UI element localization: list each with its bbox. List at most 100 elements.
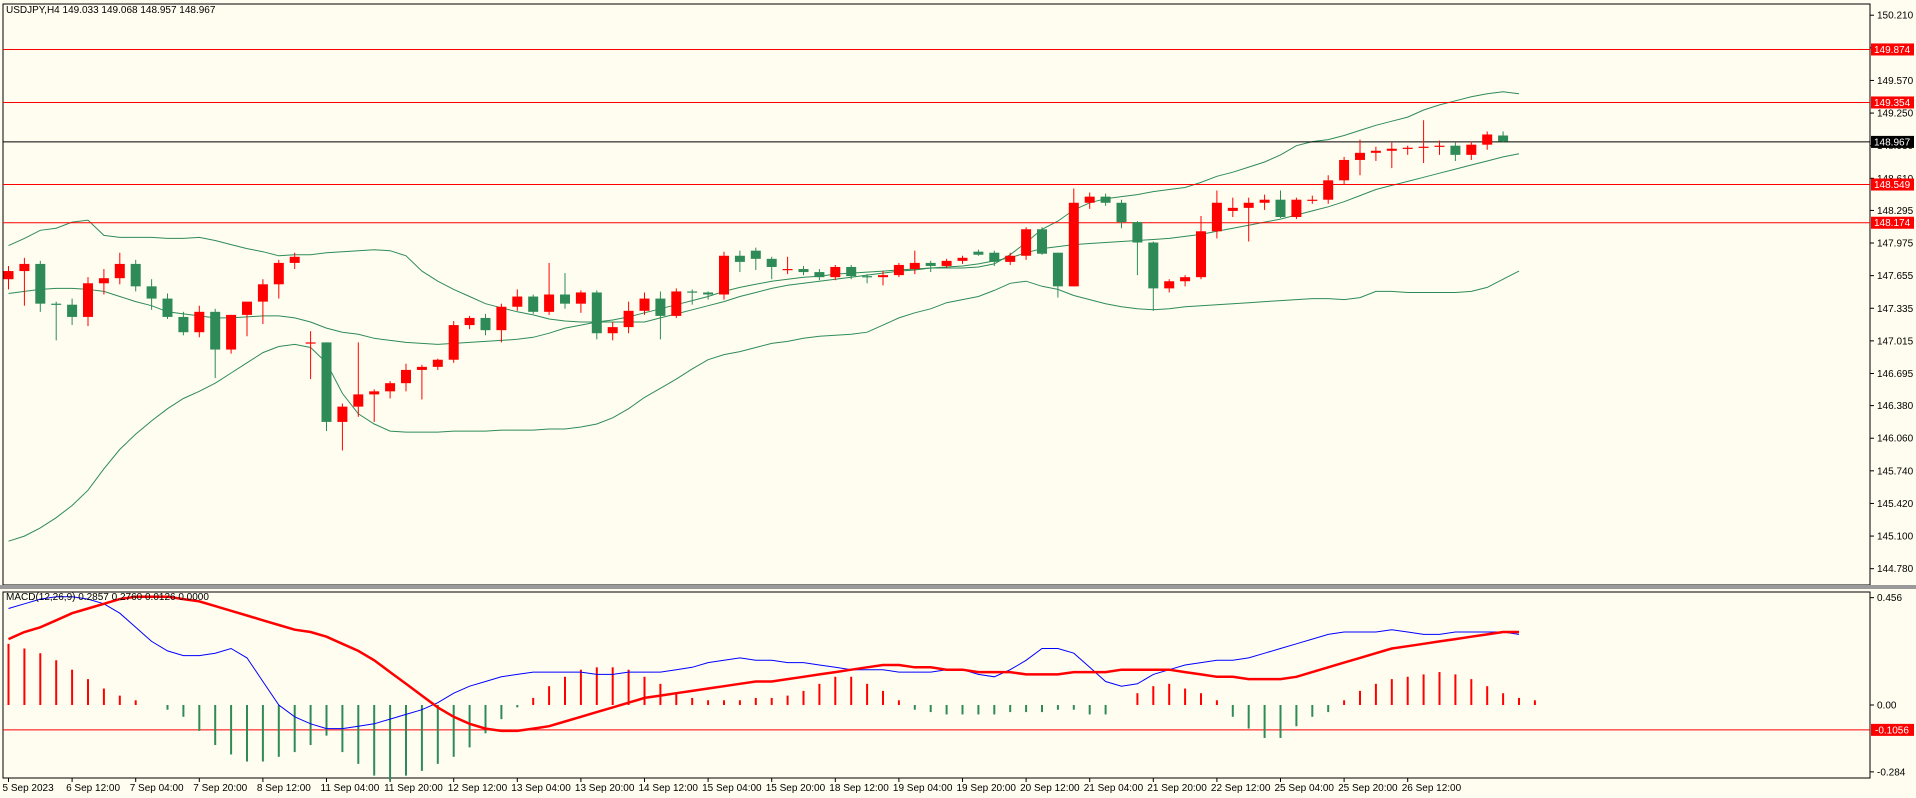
candle[interactable] xyxy=(401,369,411,384)
candle[interactable] xyxy=(194,311,205,333)
candle[interactable] xyxy=(607,327,618,334)
candle[interactable] xyxy=(178,316,189,333)
candle[interactable] xyxy=(1259,199,1270,203)
candle[interactable] xyxy=(1005,255,1016,262)
candle[interactable] xyxy=(575,292,586,304)
candle[interactable] xyxy=(1482,134,1493,145)
candle[interactable] xyxy=(1021,229,1032,256)
candle[interactable] xyxy=(1498,135,1509,142)
candle[interactable] xyxy=(512,296,523,307)
candle[interactable] xyxy=(1402,147,1413,149)
candle[interactable] xyxy=(639,298,650,311)
candle[interactable] xyxy=(273,262,284,285)
candle[interactable] xyxy=(83,283,93,317)
candle[interactable] xyxy=(305,342,316,344)
candle[interactable] xyxy=(798,269,809,273)
candle[interactable] xyxy=(719,255,729,295)
candle[interactable] xyxy=(257,284,268,302)
macd-title: MACD(12,26,9) 0.2857 0.2760 0.0126 0.000… xyxy=(6,592,209,603)
candle[interactable] xyxy=(67,304,78,317)
candle[interactable] xyxy=(1052,252,1063,287)
candle[interactable] xyxy=(1339,159,1350,181)
candle[interactable] xyxy=(1323,180,1334,200)
candle[interactable] xyxy=(1434,145,1445,147)
candle[interactable] xyxy=(1275,199,1286,218)
candle[interactable] xyxy=(51,303,62,305)
candle[interactable] xyxy=(1180,277,1191,282)
candle[interactable] xyxy=(98,278,109,284)
candle[interactable] xyxy=(1355,152,1365,160)
candle[interactable] xyxy=(1243,202,1254,208)
candle[interactable] xyxy=(560,294,570,304)
candle[interactable] xyxy=(973,251,984,255)
candle[interactable] xyxy=(893,264,904,276)
candle[interactable] xyxy=(544,294,555,312)
candle[interactable] xyxy=(162,298,173,317)
candle[interactable] xyxy=(385,383,396,392)
candle[interactable] xyxy=(1100,196,1111,203)
candle[interactable] xyxy=(734,255,745,262)
candle[interactable] xyxy=(830,266,841,278)
candle[interactable] xyxy=(957,257,968,261)
candle[interactable] xyxy=(1037,229,1047,254)
candle[interactable] xyxy=(623,310,634,328)
candle[interactable] xyxy=(1148,242,1159,289)
candle[interactable] xyxy=(1116,202,1127,223)
candle[interactable] xyxy=(846,266,857,277)
candle[interactable] xyxy=(750,250,761,259)
candle[interactable] xyxy=(814,272,825,278)
candle[interactable] xyxy=(782,269,793,271)
candle[interactable] xyxy=(766,258,777,267)
candle[interactable] xyxy=(464,317,475,326)
candle[interactable] xyxy=(1386,148,1397,151)
candle[interactable] xyxy=(3,271,14,280)
candle[interactable] xyxy=(862,276,873,278)
candle[interactable] xyxy=(337,406,348,422)
candle[interactable] xyxy=(480,317,491,331)
candle[interactable] xyxy=(321,342,332,422)
candle[interactable] xyxy=(941,260,952,266)
candle[interactable] xyxy=(1291,199,1302,218)
candle[interactable] xyxy=(114,263,125,279)
candle[interactable] xyxy=(242,301,252,315)
candle[interactable] xyxy=(130,263,141,287)
candle[interactable] xyxy=(655,298,666,316)
candle[interactable] xyxy=(432,359,443,367)
candle[interactable] xyxy=(1196,231,1206,278)
candle[interactable] xyxy=(909,262,920,270)
candle[interactable] xyxy=(1084,196,1095,203)
candle[interactable] xyxy=(289,256,300,263)
candle[interactable] xyxy=(226,314,237,350)
candle[interactable] xyxy=(591,292,602,334)
candle[interactable] xyxy=(146,286,157,299)
macd-panel[interactable]: 5 Sep 2023 6 Sep 12:00 7 Sep 04:00 7 Sep 20… xyxy=(2,591,1915,794)
candle[interactable] xyxy=(989,252,1000,262)
candle[interactable] xyxy=(1307,199,1318,201)
candle[interactable] xyxy=(448,325,459,360)
candle[interactable] xyxy=(1227,207,1238,211)
candle[interactable] xyxy=(19,263,30,272)
candle[interactable] xyxy=(1164,281,1175,289)
candle[interactable] xyxy=(1450,145,1461,155)
candle[interactable] xyxy=(416,366,427,370)
candle[interactable] xyxy=(496,306,507,331)
candle[interactable] xyxy=(878,275,888,278)
candle[interactable] xyxy=(1370,150,1381,153)
candle[interactable] xyxy=(925,262,936,266)
candle[interactable] xyxy=(1466,144,1477,155)
candle[interactable] xyxy=(687,291,698,293)
level-price-box xyxy=(1871,216,1914,229)
candle[interactable] xyxy=(1211,202,1222,232)
candle[interactable] xyxy=(210,311,221,350)
candle[interactable] xyxy=(703,292,714,295)
candle[interactable] xyxy=(671,291,682,316)
candle[interactable] xyxy=(1132,222,1143,243)
candle[interactable] xyxy=(1068,202,1079,287)
candle[interactable] xyxy=(1418,146,1429,148)
price-panel[interactable]: 150.210149.890149.570149.250148.930148.6… xyxy=(0,3,1916,589)
candle[interactable] xyxy=(528,296,539,312)
candle[interactable] xyxy=(369,391,380,395)
candle[interactable] xyxy=(35,263,46,304)
candle[interactable] xyxy=(353,394,364,407)
